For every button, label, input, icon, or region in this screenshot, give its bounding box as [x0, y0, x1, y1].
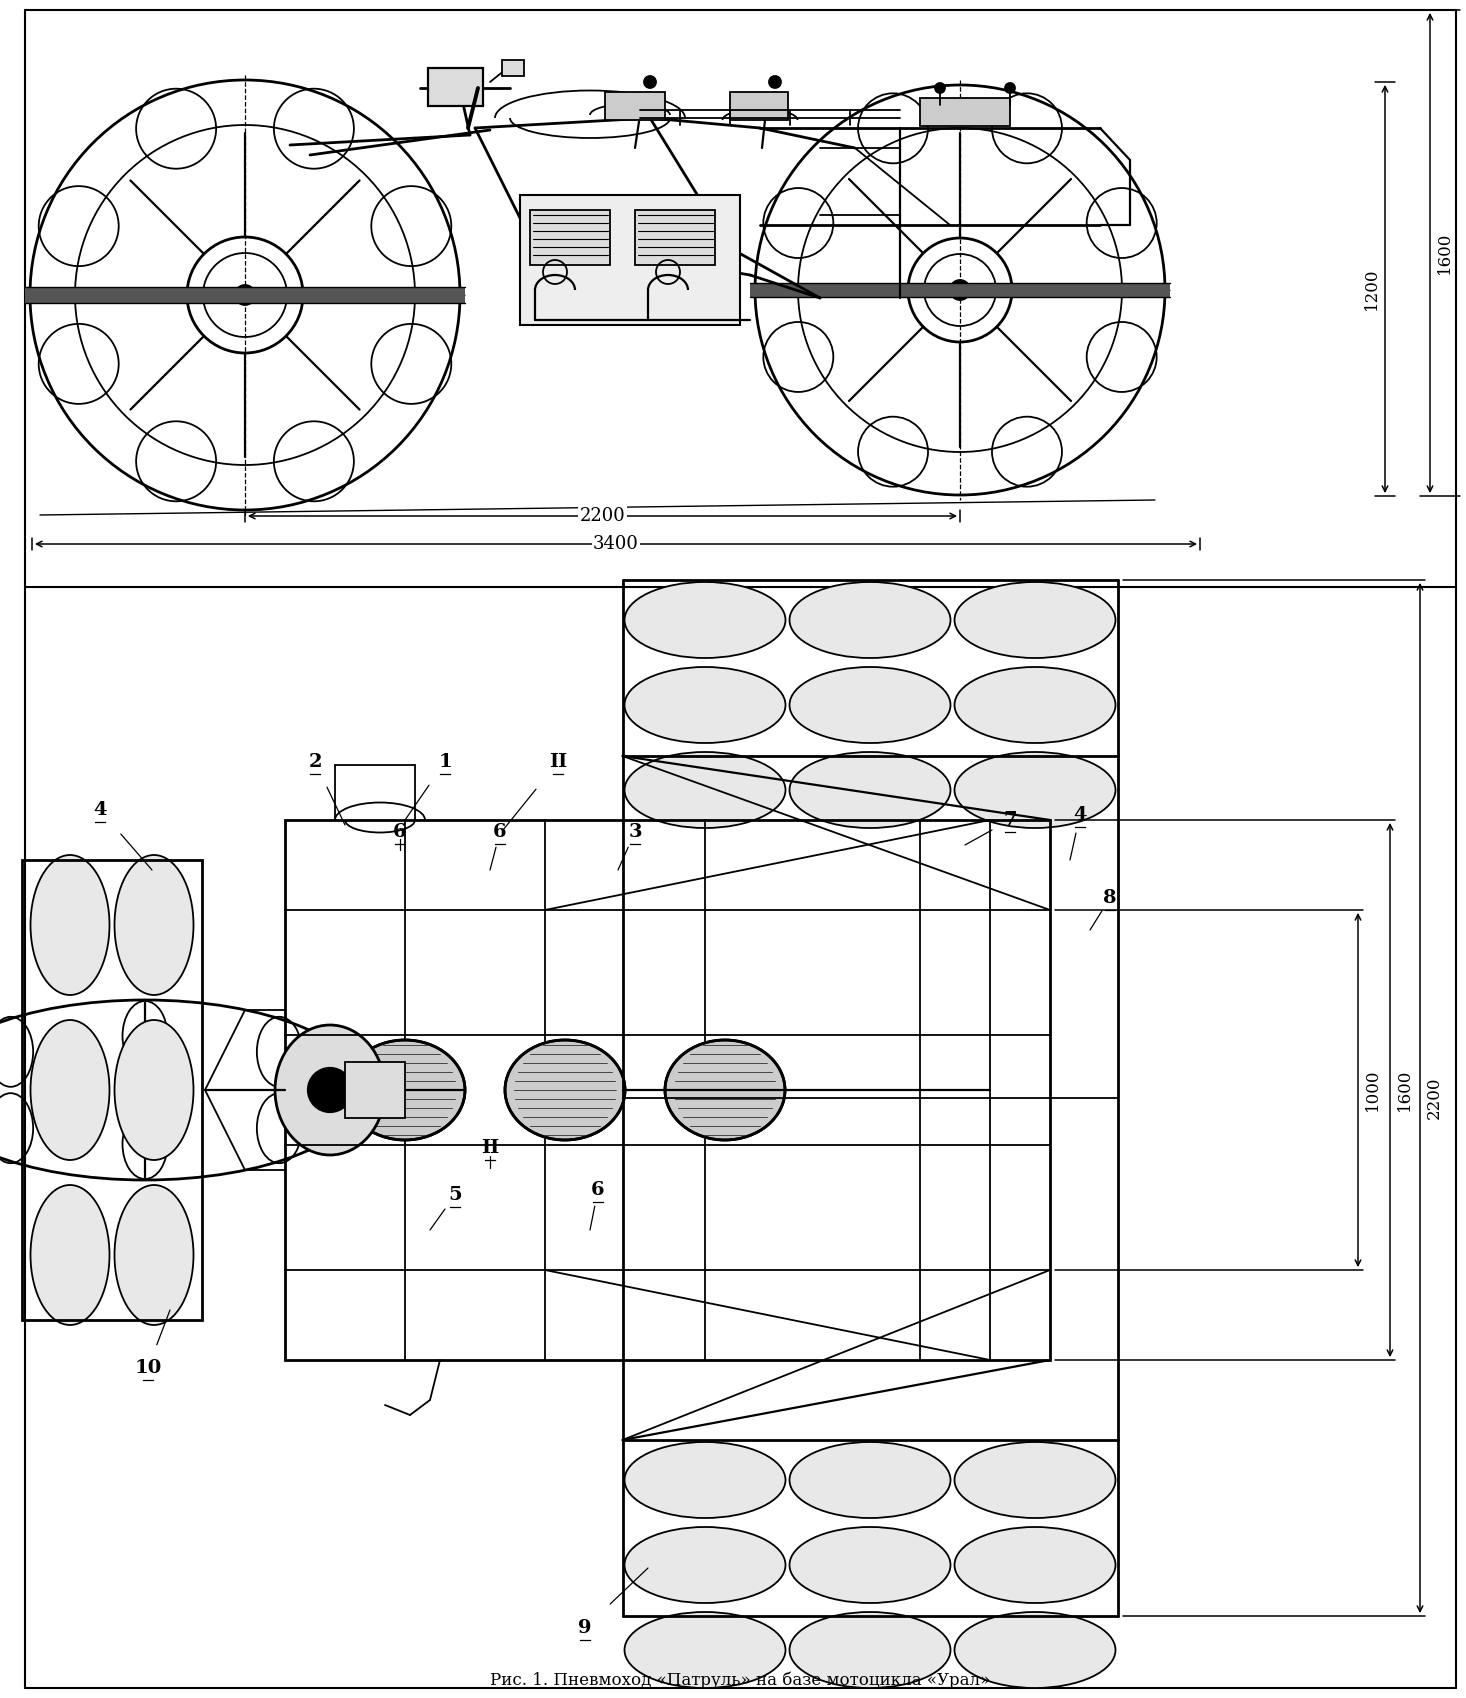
Text: 8: 8: [1104, 890, 1117, 907]
Circle shape: [308, 1068, 352, 1112]
Bar: [345, 1061, 405, 1117]
Circle shape: [1006, 83, 1014, 93]
Ellipse shape: [625, 752, 786, 829]
Text: 6: 6: [493, 824, 507, 841]
Bar: [605, 92, 666, 121]
Text: 2: 2: [308, 752, 321, 771]
Ellipse shape: [31, 856, 110, 995]
Text: II: II: [481, 1139, 498, 1156]
Text: 3400: 3400: [594, 535, 639, 554]
Ellipse shape: [954, 1527, 1116, 1603]
Ellipse shape: [276, 1026, 386, 1155]
Ellipse shape: [345, 1039, 465, 1139]
Ellipse shape: [666, 1039, 784, 1139]
Bar: [22, 859, 202, 1319]
Text: 6: 6: [591, 1182, 605, 1199]
Ellipse shape: [790, 667, 950, 744]
Text: 9: 9: [578, 1618, 592, 1637]
Ellipse shape: [790, 752, 950, 829]
Text: 6: 6: [393, 824, 406, 841]
Text: 1: 1: [438, 752, 452, 771]
Ellipse shape: [790, 1611, 950, 1688]
Circle shape: [935, 83, 946, 93]
Bar: [428, 68, 482, 105]
Text: 4: 4: [1073, 807, 1086, 824]
Ellipse shape: [625, 1611, 786, 1688]
Text: 10: 10: [135, 1358, 161, 1377]
Ellipse shape: [31, 1020, 110, 1160]
Ellipse shape: [625, 1527, 786, 1603]
Bar: [501, 59, 523, 76]
Text: 5: 5: [449, 1185, 462, 1204]
Bar: [520, 195, 740, 324]
Ellipse shape: [114, 856, 194, 995]
Text: 7: 7: [1003, 812, 1017, 829]
Circle shape: [770, 76, 781, 88]
Ellipse shape: [954, 1442, 1116, 1518]
Ellipse shape: [625, 582, 786, 659]
Bar: [921, 98, 1010, 126]
Text: 2200: 2200: [1425, 1077, 1443, 1119]
Bar: [284, 820, 1050, 1360]
Ellipse shape: [954, 1611, 1116, 1688]
Ellipse shape: [504, 1039, 625, 1139]
Text: 1600: 1600: [1396, 1068, 1413, 1110]
Ellipse shape: [790, 582, 950, 659]
Bar: [730, 92, 789, 121]
Text: 1000: 1000: [1363, 1068, 1381, 1110]
Bar: [25, 287, 465, 302]
Ellipse shape: [625, 1442, 786, 1518]
Ellipse shape: [790, 1527, 950, 1603]
Ellipse shape: [954, 667, 1116, 744]
Bar: [635, 211, 715, 265]
Circle shape: [644, 76, 655, 88]
Text: Рис. 1. Пневмоход «Патруль» на базе мотоцикла «Урал»: Рис. 1. Пневмоход «Патруль» на базе мото…: [490, 1671, 990, 1690]
Ellipse shape: [31, 1185, 110, 1324]
Text: 4: 4: [94, 801, 107, 818]
Text: 3: 3: [629, 824, 642, 841]
Text: 1200: 1200: [1362, 268, 1380, 311]
Circle shape: [950, 280, 970, 301]
Bar: [751, 284, 1170, 297]
Text: II: II: [548, 752, 567, 771]
Text: 2200: 2200: [579, 508, 626, 525]
Ellipse shape: [790, 1442, 950, 1518]
Ellipse shape: [114, 1020, 194, 1160]
Ellipse shape: [954, 752, 1116, 829]
Bar: [531, 211, 610, 265]
Ellipse shape: [114, 1185, 194, 1324]
Text: 1600: 1600: [1435, 233, 1453, 273]
Ellipse shape: [625, 667, 786, 744]
Ellipse shape: [954, 582, 1116, 659]
Circle shape: [235, 285, 255, 306]
